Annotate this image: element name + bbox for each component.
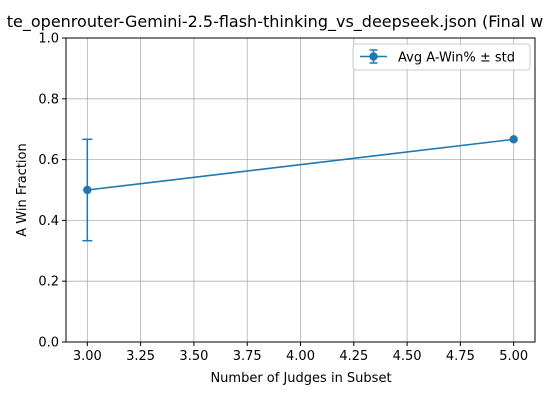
y-tick-label: 0.4 (38, 214, 59, 229)
legend: Avg A-Win% ± std (353, 44, 530, 70)
data-point (83, 186, 91, 194)
x-axis-label: Number of Judges in Subset (210, 371, 391, 386)
data-point (509, 135, 517, 143)
y-tick-label: 1.0 (38, 32, 59, 47)
x-tick-label: 4.50 (393, 349, 422, 364)
x-tick-label: 3.50 (179, 349, 208, 364)
x-tick-label: 4.00 (286, 349, 315, 364)
x-tick-label: 3.25 (126, 349, 155, 364)
x-tick-label: 4.25 (339, 349, 368, 364)
y-axis-label: A Win Fraction (15, 143, 30, 236)
legend-label: Avg A-Win% ± std (398, 51, 515, 66)
y-tick-label: 0.8 (38, 92, 59, 107)
x-tick-label: 5.00 (499, 349, 528, 364)
chart-title: te_openrouter-Gemini-2.5-flash-thinking_… (7, 12, 544, 32)
x-tick-label: 4.75 (446, 349, 475, 364)
y-tick-label: 0.6 (38, 153, 59, 168)
x-tick-label: 3.75 (233, 349, 262, 364)
y-tick-label: 0.0 (38, 336, 59, 351)
legend-marker (369, 52, 377, 60)
y-tick-label: 0.2 (38, 275, 59, 290)
x-tick-label: 3.00 (73, 349, 102, 364)
